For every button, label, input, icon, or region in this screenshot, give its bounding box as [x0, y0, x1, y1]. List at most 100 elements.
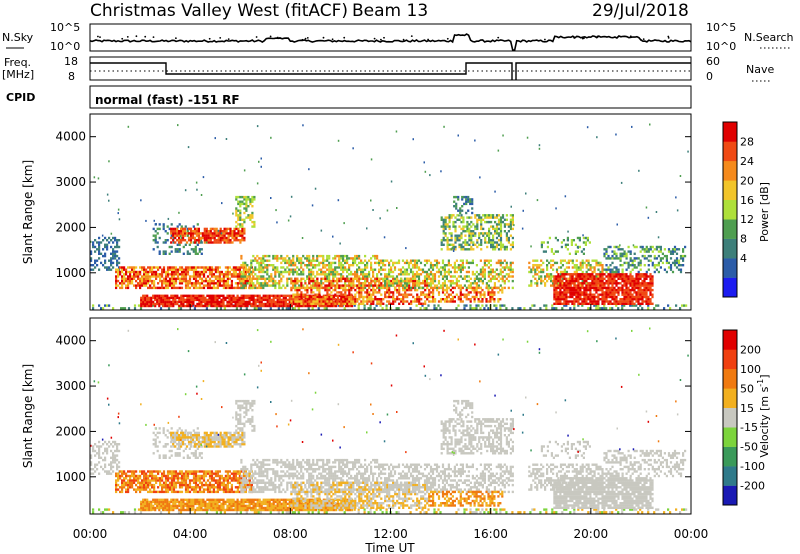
power-cell — [92, 268, 95, 271]
power-cell — [486, 241, 489, 244]
power-cell — [334, 288, 337, 292]
power-cell — [459, 270, 462, 274]
power-cell — [643, 279, 646, 283]
power-cell — [591, 275, 594, 278]
power-cell — [372, 300, 375, 303]
power-cell — [639, 295, 642, 299]
power-cell — [300, 264, 303, 267]
power-cell — [219, 227, 222, 231]
power-cell — [300, 291, 303, 294]
power-cell — [170, 223, 173, 226]
power-cell — [162, 282, 166, 285]
power-cell — [557, 275, 560, 278]
power-cell — [262, 304, 265, 308]
power-cell — [382, 302, 385, 305]
power-cell — [591, 266, 594, 269]
power-cell — [443, 300, 447, 303]
power-cell — [480, 241, 483, 244]
power-cell — [97, 177, 100, 180]
power-cell — [210, 273, 214, 276]
power-cell — [306, 259, 309, 262]
power-cell — [230, 302, 233, 306]
power-cell — [458, 239, 461, 242]
nsky-point — [227, 38, 230, 40]
power-cell — [284, 270, 287, 274]
power-cell — [346, 304, 350, 308]
power-cell — [416, 288, 419, 292]
power-cell — [629, 257, 632, 260]
power-cell — [623, 284, 626, 287]
power-cell — [250, 273, 253, 276]
power-cell — [593, 302, 596, 305]
power-cell — [248, 298, 251, 302]
power-cell — [627, 266, 630, 269]
power-cell — [641, 245, 644, 249]
power-cell — [168, 296, 171, 300]
power-cell — [615, 282, 618, 285]
power-cell — [358, 275, 361, 278]
power-cell — [290, 294, 293, 297]
power-cell — [241, 234, 244, 237]
power-cell — [587, 277, 590, 280]
power-cell — [586, 239, 589, 242]
power-cell — [555, 261, 559, 265]
power-cell — [300, 261, 303, 265]
power-cell — [260, 157, 262, 160]
power-cell — [110, 232, 113, 235]
power-cell — [629, 279, 632, 283]
power-cell — [197, 232, 200, 235]
power-cell — [298, 284, 301, 287]
power-cell — [530, 284, 533, 287]
power-cell — [489, 298, 492, 301]
power-cell — [318, 300, 321, 304]
power-cell — [204, 266, 208, 269]
power-cell — [142, 294, 145, 297]
power-cell — [442, 243, 445, 246]
power-cell — [467, 195, 470, 199]
power-cell — [643, 248, 646, 251]
power-cell — [619, 275, 622, 278]
power-cell — [243, 202, 246, 206]
power-cell — [178, 241, 181, 244]
power-cell — [461, 259, 464, 262]
power-cell — [417, 273, 421, 276]
power-cell — [239, 218, 242, 221]
power-cell — [230, 268, 233, 271]
power-cell — [481, 288, 484, 292]
power-cell — [189, 234, 193, 237]
power-cell — [579, 264, 582, 267]
power-cell — [459, 275, 462, 278]
power-cell — [172, 232, 175, 235]
power-cell — [565, 293, 568, 296]
power-cell — [190, 284, 194, 287]
power-cell — [517, 307, 520, 310]
power-cell — [202, 284, 206, 287]
power-cell — [320, 304, 323, 308]
power-cell — [557, 273, 560, 276]
power-cell — [462, 220, 465, 224]
power-cell — [492, 225, 495, 228]
power-cell — [487, 273, 490, 276]
power-cell — [472, 248, 475, 251]
power-cell — [601, 270, 604, 274]
power-cell — [234, 266, 237, 269]
power-cell — [196, 296, 199, 300]
power-cell — [336, 294, 340, 297]
power-cell — [476, 225, 479, 228]
power-cell — [643, 257, 646, 260]
power-cell — [262, 275, 265, 278]
power-cell — [352, 273, 355, 276]
power-cell — [645, 245, 648, 249]
power-cell — [386, 300, 389, 303]
power-cell — [108, 236, 111, 240]
power-cell — [631, 261, 634, 265]
power-cell — [593, 284, 596, 287]
power-cell — [346, 284, 349, 287]
power-cell — [603, 291, 606, 294]
freq-tick-high: 18 — [64, 55, 78, 68]
power-cell — [172, 282, 176, 285]
power-cell — [607, 275, 610, 278]
power-cell — [647, 259, 650, 262]
power-cell — [360, 300, 363, 303]
power-cell — [90, 240, 92, 243]
